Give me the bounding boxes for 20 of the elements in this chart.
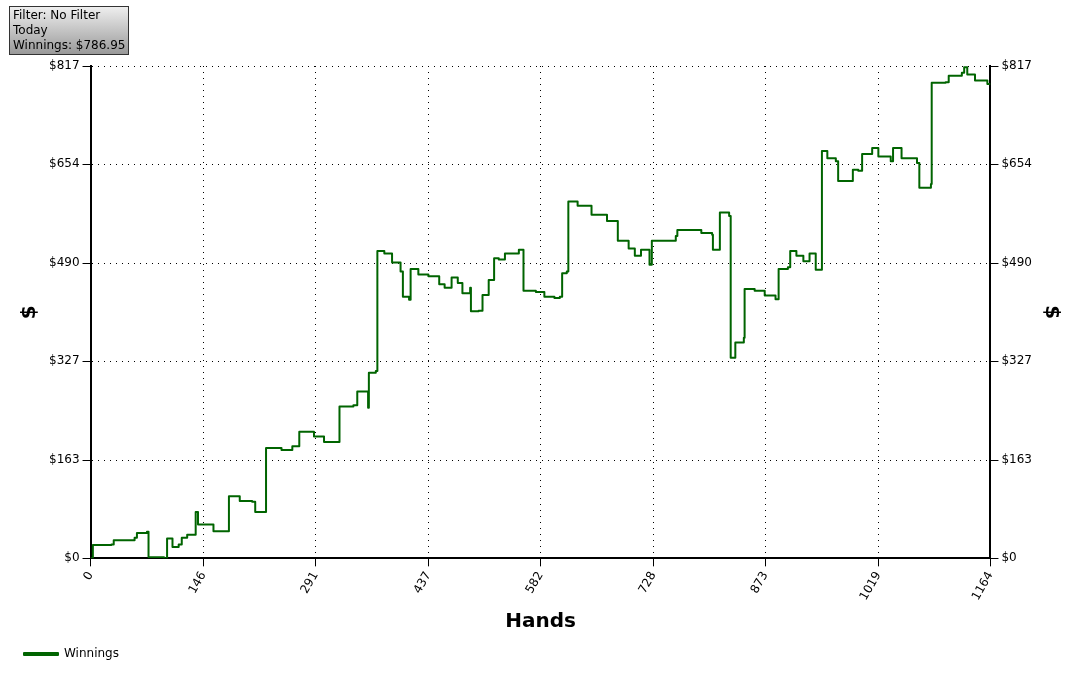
y2-tick-label: $817 bbox=[1001, 58, 1033, 73]
y2-tick-label: $654 bbox=[1001, 156, 1033, 171]
y2-axis-title: $ bbox=[1040, 305, 1065, 320]
y-tick-label: $0 bbox=[64, 550, 80, 565]
x-axis-title: Hands bbox=[505, 608, 576, 633]
y-tick-label: $327 bbox=[48, 353, 80, 368]
x-tick-label: 0 bbox=[79, 569, 96, 583]
y2-tick-label: $163 bbox=[1001, 452, 1033, 467]
text: Winnings: $786.95 bbox=[13, 38, 126, 53]
y-tick-label: $490 bbox=[48, 255, 80, 270]
y2-tick-label: $0 bbox=[1001, 550, 1017, 565]
y-tick-label: $654 bbox=[48, 156, 80, 171]
y2-tick-label: $327 bbox=[1001, 353, 1033, 368]
y2-tick-label: $490 bbox=[1001, 255, 1033, 270]
text: Today bbox=[13, 23, 49, 38]
y-tick-label: $163 bbox=[48, 452, 80, 467]
legend-label: Winnings bbox=[64, 646, 119, 661]
y-tick-label: $817 bbox=[48, 58, 80, 73]
y-axis-title: $ bbox=[16, 305, 41, 320]
text: Filter: No Filter bbox=[13, 8, 102, 23]
